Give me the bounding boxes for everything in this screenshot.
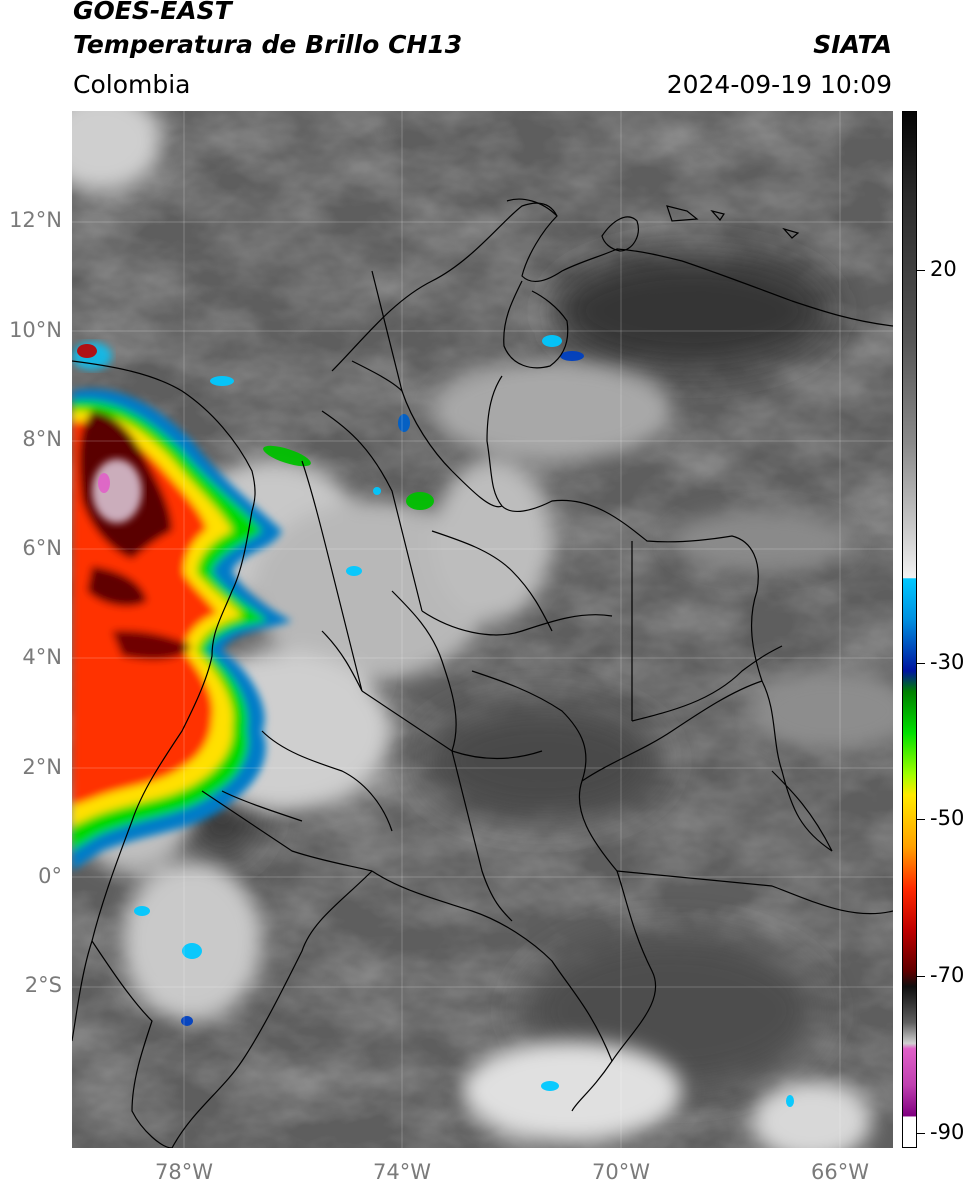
lon-label-78w: 78°W — [155, 1160, 213, 1184]
lon-label-74w: 74°W — [373, 1160, 431, 1184]
lat-label-10n: 10°N — [9, 318, 62, 342]
colorbar-tick — [917, 819, 925, 820]
lat-label-6n: 6°N — [22, 536, 62, 560]
lat-label-0: 0° — [38, 864, 62, 888]
satellite-title: GOES-EAST — [73, 0, 232, 25]
lon-label-70w: 70°W — [592, 1160, 650, 1184]
colorbar-tick — [917, 663, 925, 664]
convective-system — [72, 342, 292, 871]
lon-label-66w: 66°W — [811, 1160, 869, 1184]
satellite-map[interactable] — [72, 111, 893, 1148]
boundaries — [72, 198, 893, 1148]
map-canvas — [72, 111, 893, 1148]
lat-label-2s: 2°S — [24, 973, 62, 997]
organization-label: SIATA — [813, 30, 892, 59]
product-title: Temperatura de Brillo CH13 — [73, 30, 463, 59]
lat-label-2n: 2°N — [22, 755, 62, 779]
temperature-colorbar — [902, 111, 917, 1148]
colorbar-tick — [917, 976, 925, 977]
lat-label-4n: 4°N — [22, 645, 62, 669]
region-label: Colombia — [73, 70, 191, 99]
colorbar-label-20: 20 — [930, 257, 957, 281]
colorbar-tick — [917, 270, 925, 271]
gridlines — [72, 111, 893, 1148]
lat-label-8n: 8°N — [22, 427, 62, 451]
small-cold-cells — [134, 335, 794, 1107]
colorbar-tick — [917, 1133, 925, 1134]
colorbar-label-minus30: -30 — [930, 650, 965, 674]
colorbar-label-minus70: -70 — [930, 963, 965, 987]
lat-label-12n: 12°N — [9, 208, 62, 232]
datetime-label: 2024-09-19 10:09 — [666, 70, 892, 99]
colorbar-label-minus50: -50 — [930, 806, 965, 830]
colorbar-label-minus90: -90 — [930, 1120, 965, 1144]
